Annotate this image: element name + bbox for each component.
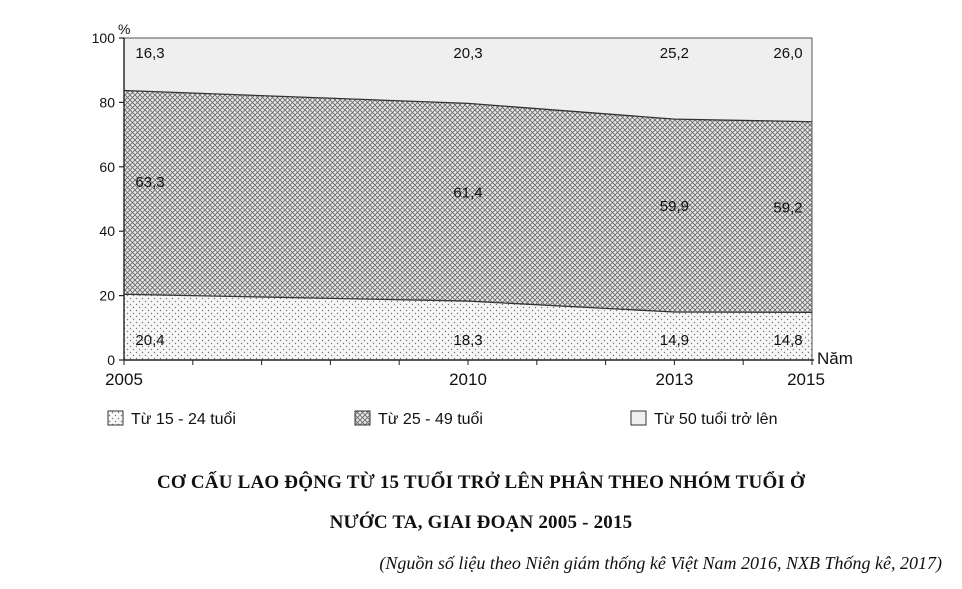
area-series-3 <box>124 38 812 122</box>
y-tick-label: 100 <box>92 30 116 46</box>
boundary-line-2 <box>123 89 813 123</box>
value-label: 16,3 <box>135 45 164 62</box>
boundary-line-1 <box>123 293 813 313</box>
chart-title-line-1: CƠ CẤU LAO ĐỘNG TỪ 15 TUỔI TRỞ LÊN PHÂN … <box>157 472 805 493</box>
y-tick-label: 20 <box>99 288 115 304</box>
value-label: 20,4 <box>135 332 164 349</box>
chart-title-line-2: NƯỚC TA, GIAI ĐOẠN 2005 - 2015 <box>329 512 633 533</box>
y-tick-label: 0 <box>107 352 115 368</box>
legend: Từ 15 - 24 tuổi Từ 25 - 49 tuổi Từ 50 tuổi… <box>107 410 777 428</box>
legend-swatch-3 <box>630 410 647 426</box>
tick-labels: 0 20 40 60 80 100 2005 2010 2013 2015% Năm <box>92 21 853 389</box>
x-tick-label: 2005 <box>105 370 143 389</box>
axes <box>119 37 814 365</box>
legend-swatch-1 <box>107 410 124 426</box>
y-axis-label: % <box>118 21 130 37</box>
value-label: 25,2 <box>660 45 689 62</box>
x-axis-label: Năm <box>817 349 853 368</box>
area-series-2 <box>124 90 812 313</box>
x-tick-label: 2013 <box>655 370 693 389</box>
legend-label-2: Từ 25 - 49 tuổi <box>378 410 483 428</box>
legend-label-1: Từ 15 - 24 tuổi <box>131 410 236 428</box>
value-label: 59,2 <box>773 200 802 217</box>
legend-label-3: Từ 50 tuổi trở lên <box>654 410 777 428</box>
value-labels: 20,4 18,3 14,9 14,8 63,3 61,4 59,9 59,2 16,3 20,3… <box>135 45 802 349</box>
value-label: 26,0 <box>773 45 802 62</box>
x-tick-label: 2015 <box>787 370 825 389</box>
area-layers <box>123 38 813 360</box>
value-label: 59,9 <box>660 198 689 215</box>
value-label: 61,4 <box>453 184 482 201</box>
stacked-area-chart: 0 20 40 60 80 100 2005 2010 2013 2015% Năm 20,4 18,… <box>92 21 853 428</box>
y-tick-label: 80 <box>99 94 115 110</box>
value-label: 63,3 <box>135 174 164 191</box>
legend-swatch-2 <box>354 410 371 426</box>
value-label: 20,3 <box>453 45 482 62</box>
value-label: 14,9 <box>660 332 689 349</box>
value-label: 14,8 <box>773 332 802 349</box>
y-tick-label: 40 <box>99 223 115 239</box>
y-tick-label: 60 <box>99 159 115 175</box>
x-tick-label: 2010 <box>449 370 487 389</box>
value-label: 18,3 <box>453 332 482 349</box>
source-note: (Nguồn số liệu theo Niên giám thống kê V… <box>379 553 942 573</box>
